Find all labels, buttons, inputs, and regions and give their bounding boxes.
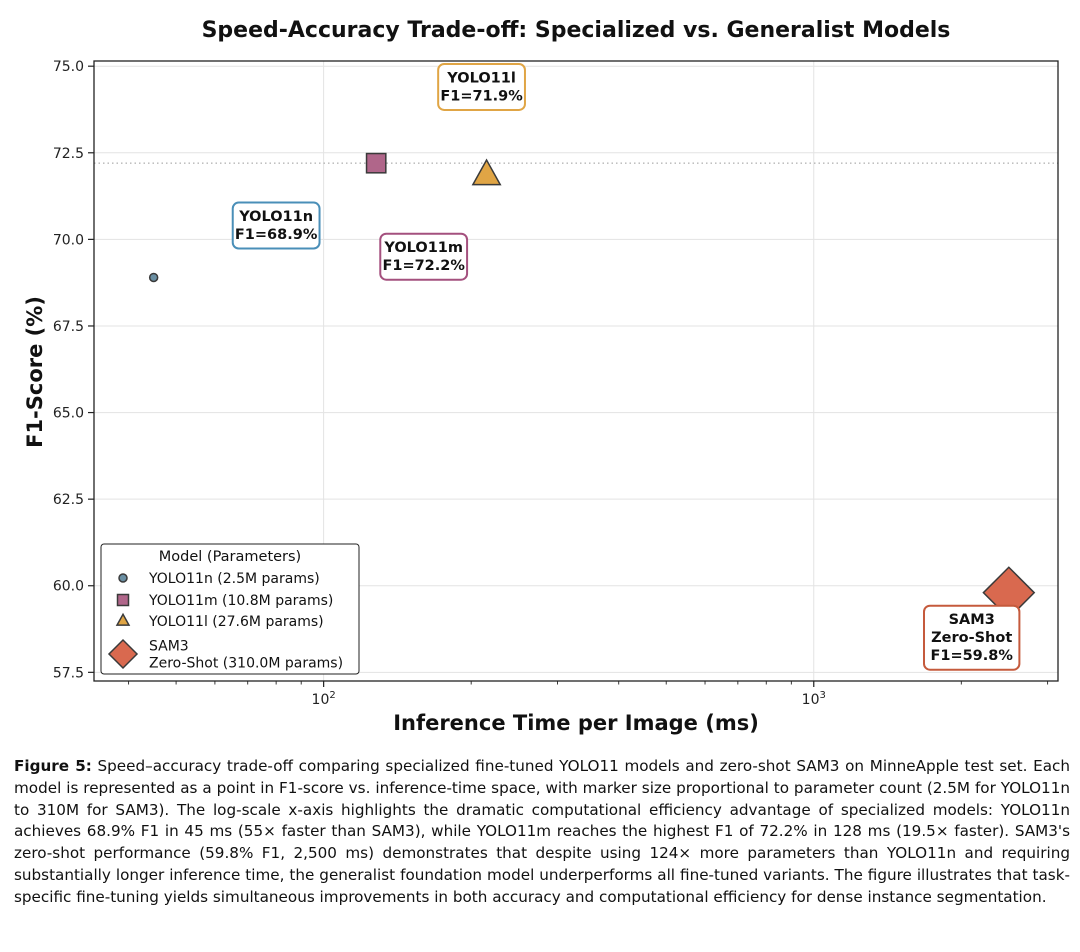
y-tick-label: 67.5 <box>53 319 84 335</box>
legend-title: Model (Parameters) <box>159 549 301 565</box>
circle-point <box>148 272 159 283</box>
y-tick-label: 65.0 <box>53 406 84 422</box>
axis-ticks: 102 103 57.5 60.0 62.5 65.0 67.5 70.0 72.5 75.0 <box>53 59 1049 708</box>
annotation-text: YOLO11n F1=68.9% <box>235 209 318 243</box>
legend-entry: YOLO11m (10.8M params) <box>116 593 333 609</box>
legend-frame <box>100 543 360 675</box>
y-tick-label: 57.5 <box>53 665 84 681</box>
legend-label: YOLO11m (10.8M params) <box>148 593 333 609</box>
legend-label: SAM3 Zero-Shot (310.0M params) <box>149 639 343 672</box>
y-tick-label: 60.0 <box>53 579 84 595</box>
annotation-box: SAM3 Zero-Shot F1=59.8% <box>922 604 1021 671</box>
caption-text: Speed–accuracy trade-off comparing speci… <box>14 757 1071 906</box>
annotation-box: YOLO11m F1=72.2% <box>379 232 469 281</box>
axes <box>93 60 1059 682</box>
annotation-frame <box>437 62 526 111</box>
chart-title: Speed-Accuracy Trade-off: Specialized vs… <box>202 18 951 43</box>
square-point <box>365 152 387 174</box>
plot-frame <box>93 60 1059 682</box>
legend-circle-marker <box>118 573 128 583</box>
figure-caption: Figure 5: Speed–accuracy trade-off compa… <box>14 756 1070 909</box>
legend-entry: SAM3 Zero-Shot (310.0M params) <box>107 638 343 672</box>
y-tick-label: 72.5 <box>53 146 84 162</box>
y-axis-label: F1-Score (%) <box>23 296 47 448</box>
legend-triangle-marker <box>115 612 131 626</box>
annotation-frame <box>231 201 321 250</box>
legend-square-marker <box>116 593 130 607</box>
triangle-point <box>471 158 502 186</box>
legend-diamond-marker <box>107 638 139 670</box>
legend-label: YOLO11n (2.5M params) <box>148 571 320 587</box>
x-tick-label: 103 <box>802 690 826 708</box>
annotation-text: SAM3 Zero-Shot F1=59.8% <box>930 612 1013 664</box>
annotation-frame <box>922 604 1021 671</box>
x-tick-label: 102 <box>312 690 336 708</box>
legend-label: YOLO11l (27.6M params) <box>148 614 324 630</box>
y-tick-label: 70.0 <box>53 232 84 248</box>
y-tick-label: 62.5 <box>53 492 84 508</box>
legend-entry: YOLO11l (27.6M params) <box>115 612 324 630</box>
annotation-text: YOLO11l F1=71.9% <box>440 70 523 104</box>
annotation-text: YOLO11m F1=72.2% <box>382 240 465 274</box>
annotation-box: YOLO11n F1=68.9% <box>231 201 321 250</box>
y-tick-label: 75.0 <box>53 59 84 75</box>
legend-entry: YOLO11n (2.5M params) <box>118 571 320 587</box>
legend: Model (Parameters) YOLO11n (2.5M params) Y… <box>100 543 360 675</box>
caption-label: Figure 5: <box>14 757 92 775</box>
point-annotations: YOLO11n F1=68.9% YOLO11m F1=72.2% YOLO11l F1=… <box>231 62 1021 671</box>
annotation-frame <box>379 232 469 281</box>
annotation-box: YOLO11l F1=71.9% <box>437 62 526 111</box>
x-axis-label: Inference Time per Image (ms) <box>393 711 759 735</box>
